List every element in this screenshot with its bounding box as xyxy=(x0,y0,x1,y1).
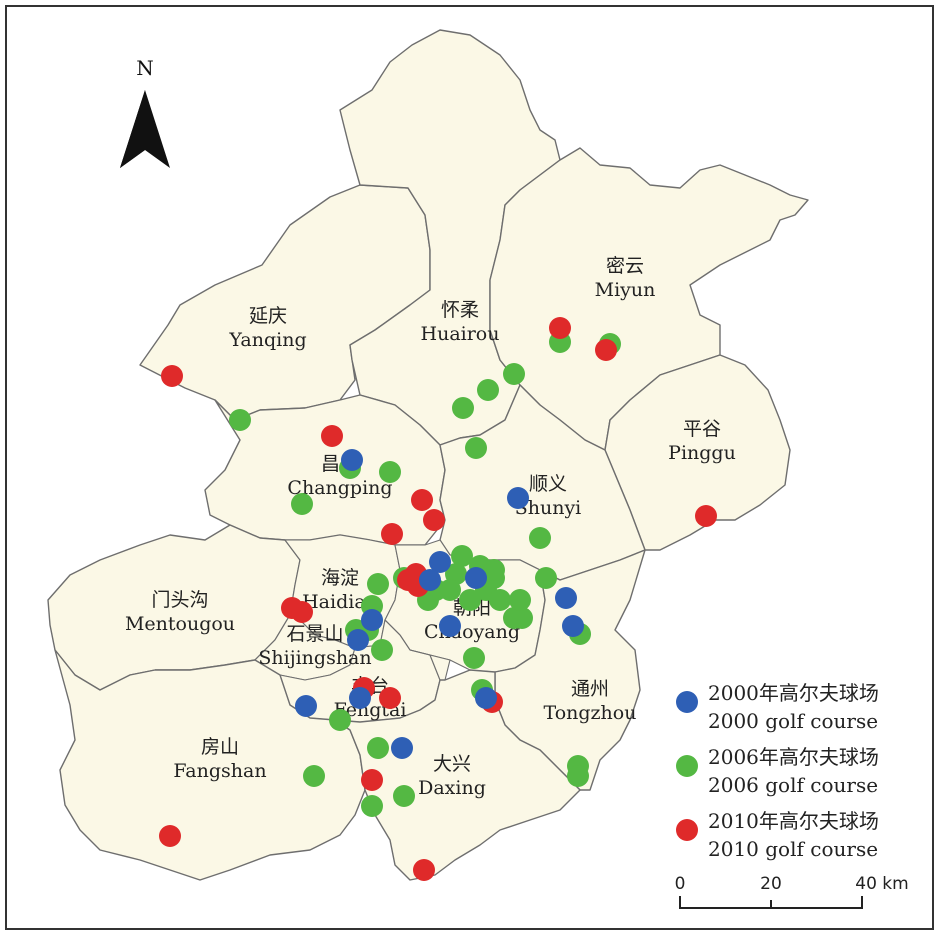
district-boundaries xyxy=(47,29,809,881)
golf-course-2010-17 xyxy=(595,339,617,361)
golf-course-2000-10 xyxy=(391,737,413,759)
district-label-cn-huairou: 怀柔 xyxy=(441,299,479,321)
golf-course-2006-30 xyxy=(361,795,383,817)
legend-marker-2010 xyxy=(676,819,698,841)
north-arrow: N xyxy=(120,56,170,168)
legend-label-en-2010: 2010 golf course xyxy=(708,837,878,861)
district-label-en-fangshan: Fangshan xyxy=(173,760,266,782)
golf-course-2010-14 xyxy=(413,859,435,881)
golf-course-2006-25 xyxy=(463,647,485,669)
district-label-en-shijingshan: Shijingshan xyxy=(258,647,371,669)
golf-course-2010-12 xyxy=(361,769,383,791)
legend-label-en-2006: 2006 golf course xyxy=(708,773,878,797)
golf-course-2006-35 xyxy=(459,589,481,611)
golf-course-2000-5 xyxy=(555,587,577,609)
district-label-en-mentougou: Mentougou xyxy=(125,613,235,635)
golf-course-2010-16 xyxy=(549,317,571,339)
golf-course-2006-42 xyxy=(509,589,531,611)
golf-course-2010-15 xyxy=(695,505,717,527)
golf-course-2010-10 xyxy=(379,687,401,709)
golf-course-2000-7 xyxy=(349,687,371,709)
golf-course-2006-18 xyxy=(367,573,389,595)
map-frame xyxy=(5,5,934,930)
golf-course-2006-41 xyxy=(439,579,461,601)
district-label-en-miyun: Miyun xyxy=(595,279,656,301)
golf-course-2000-14 xyxy=(465,567,487,589)
golf-course-2006-11 xyxy=(529,527,551,549)
scale-bar: 0 20 40 km xyxy=(675,874,909,909)
district-label-en-shunyi: Shunyi xyxy=(515,497,582,519)
legend: 2000年高尔夫球场 2000 golf course 2006年高尔夫球场 2006… xyxy=(676,681,879,861)
golf-course-2010-1 xyxy=(161,365,183,387)
golf-course-2000-3 xyxy=(429,551,451,573)
golf-course-2006-3 xyxy=(379,461,401,483)
golf-course-2006-7 xyxy=(477,379,499,401)
golf-course-2006-29 xyxy=(303,765,325,787)
golf-course-2006-4 xyxy=(291,493,313,515)
district-label-cn-shunyi: 顺义 xyxy=(529,473,567,495)
district-label-en-haidian: Haidian xyxy=(302,591,378,613)
legend-marker-2000 xyxy=(676,691,698,713)
golf-course-2000-6 xyxy=(562,615,584,637)
district-label-cn-mentougou: 门头沟 xyxy=(151,589,208,611)
golf-course-2006-5 xyxy=(465,437,487,459)
golf-course-2010-4 xyxy=(423,509,445,531)
legend-label-cn-2006: 2006年高尔夫球场 xyxy=(708,745,879,769)
golf-course-2006-6 xyxy=(452,397,474,419)
golf-course-2010-13 xyxy=(159,825,181,847)
district-pinggu xyxy=(604,354,791,551)
golf-course-2006-33 xyxy=(567,765,589,787)
district-label-en-daxing: Daxing xyxy=(418,777,486,799)
scale-tick-20: 20 xyxy=(760,874,782,894)
legend-marker-2006 xyxy=(676,755,698,777)
golf-course-2010-5 xyxy=(381,523,403,545)
district-label-en-pinggu: Pinggu xyxy=(668,442,736,464)
golf-course-2000-9 xyxy=(475,687,497,709)
district-fangshan xyxy=(54,649,366,881)
golf-course-2000-2 xyxy=(507,487,529,509)
golf-course-points xyxy=(159,317,717,881)
golf-course-2006-1 xyxy=(229,409,251,431)
golf-course-2006-36 xyxy=(489,589,511,611)
golf-course-2000-4 xyxy=(439,615,461,637)
legend-label-cn-2000: 2000年高尔夫球场 xyxy=(708,681,879,705)
golf-course-2010-19 xyxy=(291,601,313,623)
golf-course-2000-13 xyxy=(419,569,441,591)
district-label-cn-miyun: 密云 xyxy=(606,255,644,277)
district-label-cn-fangshan: 房山 xyxy=(201,736,239,758)
golf-course-2000-11 xyxy=(347,629,369,651)
district-tongzhou xyxy=(494,549,646,791)
district-label-en-huairou: Huairou xyxy=(421,323,500,345)
golf-course-2006-21 xyxy=(371,639,393,661)
north-label: N xyxy=(136,56,154,80)
district-label-cn-tongzhou: 通州 xyxy=(571,678,609,700)
golf-course-2006-40 xyxy=(483,559,505,581)
golf-course-2006-12 xyxy=(535,567,557,589)
golf-course-2006-23 xyxy=(511,607,533,629)
golf-course-2006-27 xyxy=(329,709,351,731)
district-label-en-changping: Changping xyxy=(287,477,392,499)
district-label-cn-pinggu: 平谷 xyxy=(683,418,721,440)
district-label-en-tongzhou: Tongzhou xyxy=(544,702,637,724)
golf-course-2006-13 xyxy=(451,545,473,567)
district-label-cn-haidian: 海淀 xyxy=(321,567,359,589)
golf-course-2000-8 xyxy=(295,695,317,717)
golf-course-2006-8 xyxy=(503,363,525,385)
legend-label-en-2000: 2000 golf course xyxy=(708,709,878,733)
scale-tick-40: 40 km xyxy=(855,874,908,894)
district-label-cn-daxing: 大兴 xyxy=(433,753,471,775)
legend-label-cn-2010: 2010年高尔夫球场 xyxy=(708,809,879,833)
golf-course-2010-3 xyxy=(411,489,433,511)
golf-course-2006-31 xyxy=(393,785,415,807)
golf-course-2006-28 xyxy=(367,737,389,759)
district-label-cn-shijingshan: 石景山 xyxy=(286,623,343,645)
scale-tick-0: 0 xyxy=(675,874,686,894)
golf-course-2000-1 xyxy=(341,449,363,471)
golf-course-2010-2 xyxy=(321,425,343,447)
district-label-cn-yanqing: 延庆 xyxy=(249,305,287,327)
golf-course-2000-12 xyxy=(361,609,383,631)
district-label-en-yanqing: Yanqing xyxy=(228,329,306,351)
